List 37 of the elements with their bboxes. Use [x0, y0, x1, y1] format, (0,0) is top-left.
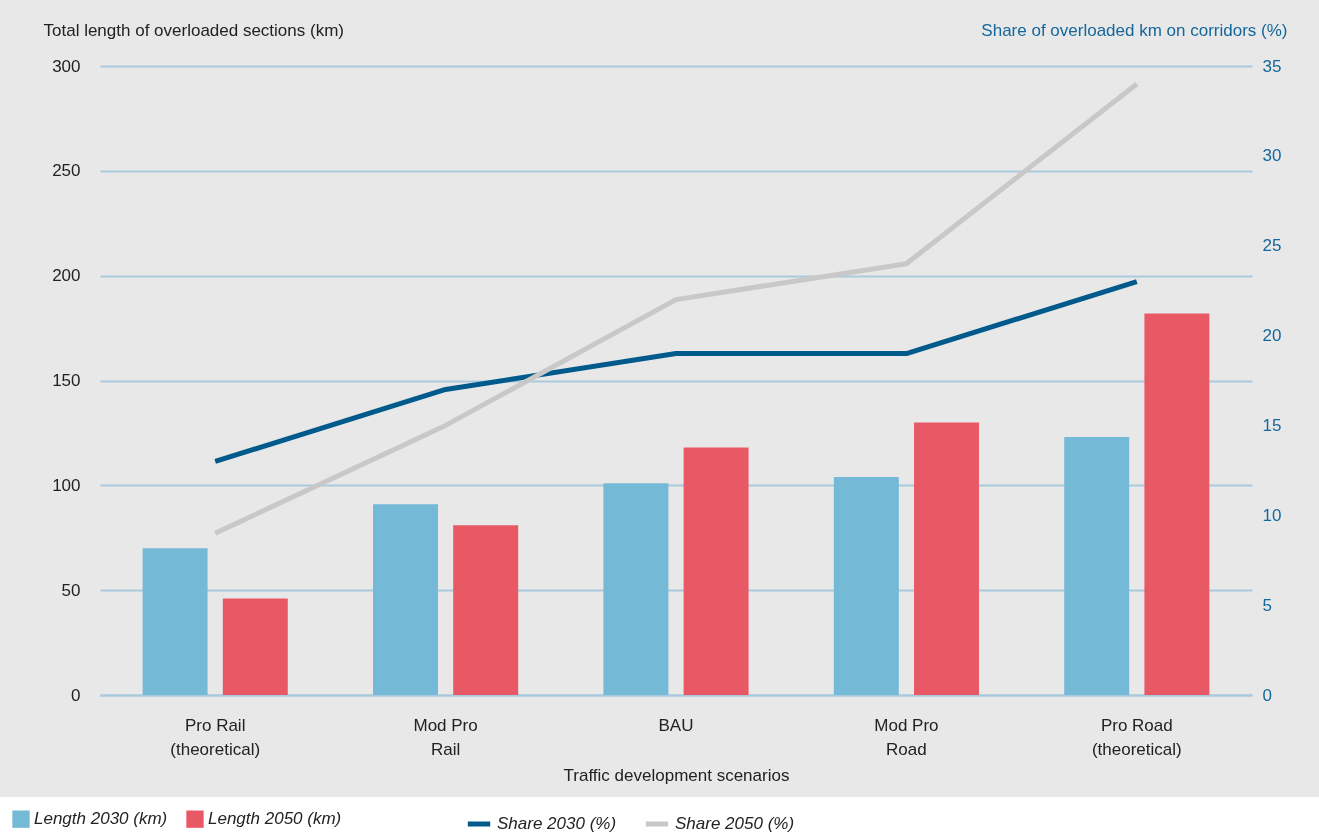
legend-label: Share 2050 (%): [675, 814, 795, 833]
bar: [1144, 313, 1210, 695]
legend-label: Length 2030 (km): [34, 809, 168, 829]
y2-tick-label: 10: [1262, 505, 1282, 525]
y-tick-label: 0: [71, 685, 81, 705]
y-tick-label: 300: [52, 56, 81, 76]
bar: [453, 525, 519, 695]
y-tick-label: 150: [52, 371, 81, 390]
y-tick-label: 100: [52, 475, 81, 495]
legend-label: Length 2050 (km): [208, 809, 342, 829]
y-axis-title: Total length of overloaded sections (km): [43, 20, 344, 40]
y2-tick-label: 5: [1262, 595, 1272, 615]
bar: [373, 504, 438, 695]
x-tick-label: Mod Pro Rail: [413, 715, 478, 759]
bar: [142, 548, 208, 695]
y2-tick-label: 35: [1262, 56, 1282, 76]
x-axis-title: Traffic development scenarios: [563, 765, 790, 785]
x-tick-label: Pro Road (theoretical): [1091, 715, 1182, 759]
bar: [603, 483, 669, 695]
y2-tick-label: 20: [1262, 326, 1282, 346]
y2-tick-label: 30: [1262, 146, 1282, 166]
bar: [914, 422, 979, 695]
bar: [1064, 437, 1130, 695]
bar: [683, 447, 749, 695]
x-tick-label: Pro Rail (theoretical): [170, 715, 261, 759]
x-tick-label: BAU: [658, 715, 694, 735]
y2-axis-title: Share of overloaded km on corridors (%): [981, 20, 1288, 40]
y-tick-label: 50: [61, 580, 81, 600]
y2-tick-label: 15: [1262, 415, 1282, 435]
y2-tick-label: 0: [1262, 685, 1272, 705]
bar: [222, 598, 288, 695]
y-tick-label: 200: [52, 266, 81, 286]
legend-label: Share 2030 (%): [497, 814, 617, 833]
bar: [833, 476, 899, 695]
y-tick-label: 250: [52, 161, 81, 181]
y2-tick-label: 25: [1262, 236, 1282, 256]
x-tick-label: Mod Pro Road: [874, 715, 939, 759]
